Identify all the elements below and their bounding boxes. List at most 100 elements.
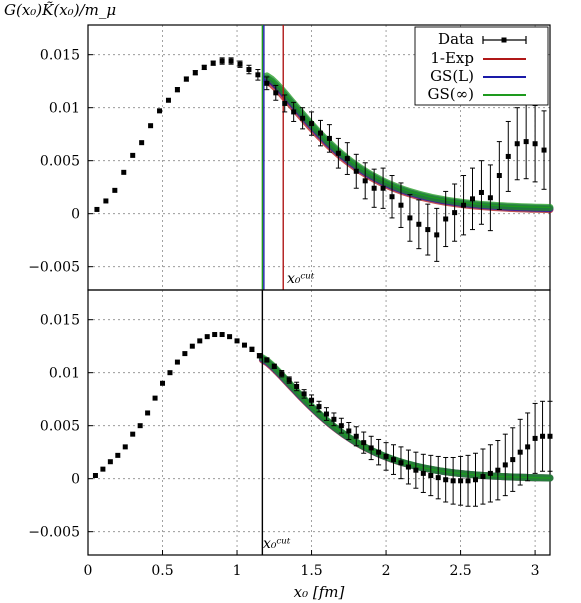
data-point [389, 194, 395, 200]
top-y-axis-label: G(x₀)K̃(x₀)/m_μ [4, 1, 116, 19]
data-point [398, 202, 404, 208]
data-point [383, 453, 389, 459]
y-tick-label: 0 [71, 472, 80, 488]
data-point [338, 423, 344, 429]
x-tick-label: 0.5 [151, 563, 173, 579]
y-tick-label: 0.015 [40, 313, 80, 329]
data-point [219, 58, 225, 64]
data-point [443, 477, 449, 483]
legend-marker-data [501, 37, 507, 43]
data-point [309, 121, 315, 127]
data-point [420, 470, 426, 476]
top-data-points [94, 57, 547, 262]
data-point [376, 449, 382, 455]
x-tick-label: 3 [531, 563, 540, 579]
data-point [496, 173, 502, 179]
bottom-data-points [92, 332, 553, 507]
data-point [344, 156, 350, 162]
y-tick-label: 0.01 [49, 366, 80, 382]
data-point [502, 462, 508, 468]
data-point [255, 72, 261, 78]
data-point [480, 474, 486, 480]
data-point [425, 227, 431, 233]
bottom-x-tick-labels: 0 0.5 1 1.5 2 2.5 3 [84, 550, 540, 579]
bottom-grid [87, 290, 550, 555]
data-point [532, 141, 538, 147]
data-point [478, 189, 484, 195]
data-point [183, 76, 189, 82]
data-point [92, 473, 98, 478]
data-point [525, 444, 531, 450]
data-point [152, 395, 158, 401]
data-point [204, 334, 210, 340]
data-point [443, 216, 449, 222]
data-point [540, 433, 546, 439]
data-point [450, 478, 456, 484]
data-point [407, 215, 413, 221]
data-point [331, 416, 337, 422]
data-point [517, 449, 523, 455]
data-point [353, 433, 359, 439]
data-point [130, 152, 136, 158]
data-point [122, 444, 128, 450]
data-point [273, 90, 279, 96]
data-point [167, 370, 173, 376]
data-point [174, 359, 180, 365]
y-tick-label: 0.005 [40, 419, 80, 435]
data-point [256, 353, 262, 359]
bottom-fit-bands [258, 354, 554, 482]
data-point [271, 363, 277, 369]
data-point [291, 109, 297, 115]
data-point [465, 478, 471, 484]
data-point [100, 466, 106, 472]
data-point [510, 457, 516, 463]
data-point [470, 196, 476, 202]
data-point [523, 139, 529, 145]
legend-label-gsl: GS(L) [430, 67, 474, 85]
data-point [309, 397, 315, 403]
data-point [346, 428, 352, 434]
bottom-y-tick-labels: −0.005 0 0.005 0.01 0.015 [28, 313, 93, 541]
data-point [234, 338, 240, 344]
data-point [317, 130, 323, 136]
data-point [434, 232, 440, 238]
data-point [435, 475, 441, 481]
x-tick-label: 2 [382, 563, 391, 579]
data-point [416, 221, 422, 227]
data-point [201, 64, 207, 70]
top-panel: G(x₀)K̃(x₀)/m_μ −0.005 0 0.005 0.01 0.015 x₀… [4, 1, 554, 291]
data-point [165, 97, 171, 103]
y-tick-label: 0 [71, 207, 80, 223]
fit-band [258, 354, 554, 482]
data-point [286, 377, 292, 383]
data-point [316, 404, 322, 410]
data-point [495, 467, 501, 473]
data-point [294, 383, 300, 389]
data-point [487, 470, 493, 476]
data-point [301, 391, 307, 397]
data-point [452, 210, 458, 216]
legend-label-gsinf: GS(∞) [428, 85, 474, 103]
x-tick-label: 1.5 [300, 563, 322, 579]
data-point [264, 357, 270, 363]
data-point [282, 100, 288, 106]
x-tick-label: 1 [233, 563, 242, 579]
top-cut-label: x₀ᶜᵘᵗ [287, 271, 315, 287]
y-tick-label: −0.005 [28, 525, 80, 541]
data-point [323, 411, 329, 417]
data-point [413, 467, 419, 473]
data-point [428, 473, 434, 478]
x-tick-label: 0 [84, 563, 93, 579]
y-tick-label: 0.005 [40, 154, 80, 170]
data-point [541, 147, 547, 153]
data-point [228, 58, 234, 64]
data-point [487, 195, 493, 201]
data-point [210, 60, 216, 66]
data-point [121, 169, 127, 175]
data-point [398, 460, 404, 466]
data-point [160, 380, 166, 386]
data-point [246, 67, 252, 73]
legend-item-gsinf: GS(∞) [428, 85, 526, 103]
data-point [241, 342, 247, 348]
